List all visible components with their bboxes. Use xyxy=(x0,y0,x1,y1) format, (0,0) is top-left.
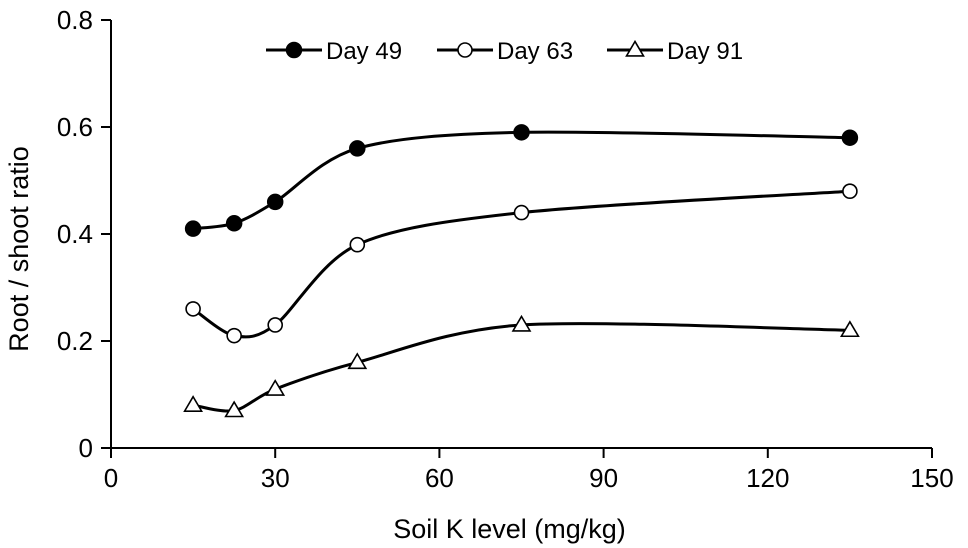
x-tick-label: 30 xyxy=(261,463,290,493)
x-tick-label: 150 xyxy=(910,463,953,493)
legend: Day 49 Day 63 Day 91 xyxy=(266,38,743,65)
series-layer xyxy=(183,124,860,418)
y-tick-label: 0.2 xyxy=(57,326,93,356)
data-point xyxy=(224,400,245,418)
series-1 xyxy=(184,124,859,237)
x-axis-title: Soil K level (mg/kg) xyxy=(393,514,626,544)
data-point xyxy=(513,204,530,221)
data-point xyxy=(349,236,366,253)
legend-label: Day 91 xyxy=(667,38,743,65)
y-tick-label: 0 xyxy=(79,433,93,463)
x-tick-label: 120 xyxy=(746,463,789,493)
data-point xyxy=(513,124,530,141)
data-point xyxy=(225,215,243,232)
legend-marker xyxy=(625,39,645,57)
legend-item: Day 63 xyxy=(437,38,573,65)
legend-item: Day 49 xyxy=(266,38,402,65)
legend-marker xyxy=(457,42,473,58)
series-2 xyxy=(185,183,858,344)
legend-item: Day 91 xyxy=(607,38,743,65)
axes: 0 0.2 0.4 0.6 0.8 0 30 60 90 120 150 xyxy=(57,5,954,493)
data-point xyxy=(349,140,366,157)
data-point xyxy=(842,183,858,199)
y-tick-label: 0.4 xyxy=(57,219,93,249)
x-tick-label: 0 xyxy=(104,463,118,493)
legend-label: Day 49 xyxy=(326,38,402,65)
y-tick-label: 0.6 xyxy=(57,112,93,142)
data-point xyxy=(183,395,203,412)
data-point xyxy=(185,301,201,317)
series-3 xyxy=(183,314,860,418)
data-point xyxy=(347,352,368,370)
legend-label: Day 63 xyxy=(497,38,573,65)
data-point xyxy=(840,320,860,338)
data-point xyxy=(841,129,859,146)
data-point xyxy=(267,317,284,333)
data-point xyxy=(265,379,286,396)
data-point xyxy=(266,193,284,211)
data-point xyxy=(226,327,242,344)
y-axis-title: Root / shoot ratio xyxy=(4,146,34,352)
series-line xyxy=(192,322,850,413)
x-tick-label: 90 xyxy=(589,463,618,493)
y-tick-label: 0.8 xyxy=(57,5,93,35)
data-point xyxy=(511,314,532,332)
legend-marker xyxy=(285,41,303,59)
x-tick-label: 60 xyxy=(425,463,454,493)
data-point xyxy=(184,220,202,237)
